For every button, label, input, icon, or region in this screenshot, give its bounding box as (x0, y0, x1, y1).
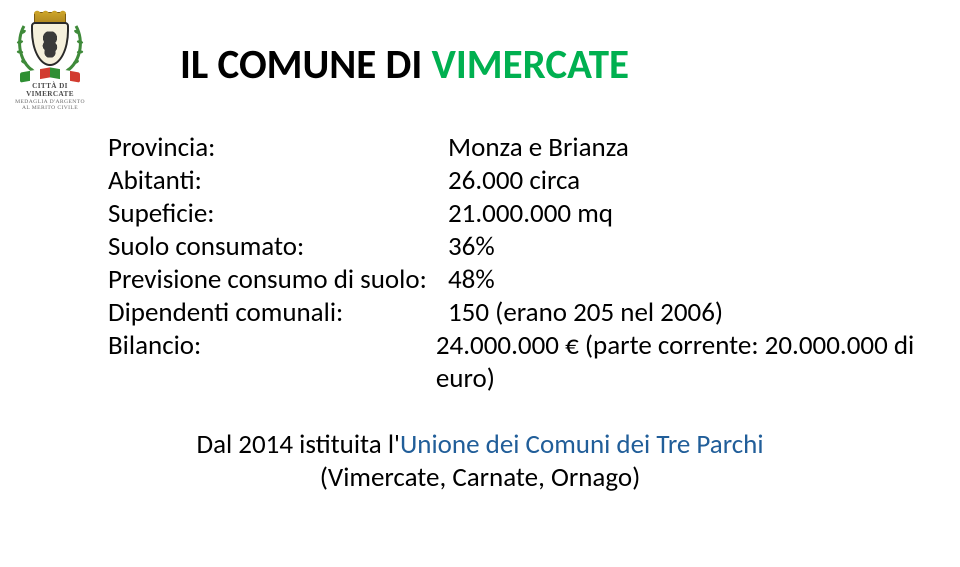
stat-label: Bilancio: (108, 330, 436, 396)
stat-label: Dipendenti comunali: (108, 297, 448, 330)
lion-icon (40, 32, 60, 58)
footer-line-1: Dal 2014 istituita l'Unione dei Comuni d… (0, 429, 960, 462)
city-crest: CITTÀ DI VIMERCATE MEDAGLIA D'ARGENTO AL… (14, 16, 86, 111)
stat-label: Previsione consumo di suolo: (108, 264, 448, 297)
stat-label: Provincia: (108, 132, 448, 165)
slide-page: CITTÀ DI VIMERCATE MEDAGLIA D'ARGENTO AL… (0, 0, 960, 567)
stat-value: 36% (448, 231, 495, 264)
stat-row: Suolo consumato: 36% (108, 231, 960, 264)
stat-value: Monza e Brianza (448, 132, 629, 165)
title-accent: VIMERCATE (432, 40, 629, 90)
stat-label: Suolo consumato: (108, 231, 448, 264)
crest-caption-line-1: CITTÀ DI VIMERCATE (14, 82, 86, 99)
crest-caption: CITTÀ DI VIMERCATE MEDAGLIA D'ARGENTO AL… (14, 82, 86, 111)
stat-row: Abitanti: 26.000 circa (108, 165, 960, 198)
slide-title: IL COMUNE DI VIMERCATE (180, 40, 629, 90)
stat-row: Provincia: Monza e Brianza (108, 132, 960, 165)
stat-value: 24.000.000 € (parte corrente: 20.000.000… (436, 330, 960, 396)
stat-label: Abitanti: (108, 165, 448, 198)
footer-line-1-blue: Unione dei Comuni dei Tre Parchi (400, 428, 764, 461)
stat-label: Supeficie: (108, 198, 448, 231)
crest-emblem (14, 16, 86, 80)
footer-line-2: (Vimercate, Carnate, Ornago) (0, 462, 960, 495)
title-plain: IL COMUNE DI (180, 40, 432, 90)
stats-block: Provincia: Monza e Brianza Abitanti: 26.… (108, 132, 960, 396)
stat-value: 48% (448, 264, 495, 297)
tricolor-ribbon-icon (20, 70, 80, 80)
stat-value: 21.000.000 mq (448, 198, 613, 231)
stat-row: Supeficie: 21.000.000 mq (108, 198, 960, 231)
stat-value: 150 (erano 205 nel 2006) (448, 297, 723, 330)
stat-row: Dipendenti comunali: 150 (erano 205 nel … (108, 297, 960, 330)
stat-value: 26.000 circa (448, 165, 580, 198)
footer-line-1-plain: Dal 2014 istituita l' (196, 428, 400, 461)
stat-row: Previsione consumo di suolo: 48% (108, 264, 960, 297)
stat-row: Bilancio: 24.000.000 € (parte corrente: … (108, 330, 960, 396)
footer-text: Dal 2014 istituita l'Unione dei Comuni d… (0, 429, 960, 495)
crest-caption-line-3: AL MERITO CIVILE (14, 105, 86, 111)
